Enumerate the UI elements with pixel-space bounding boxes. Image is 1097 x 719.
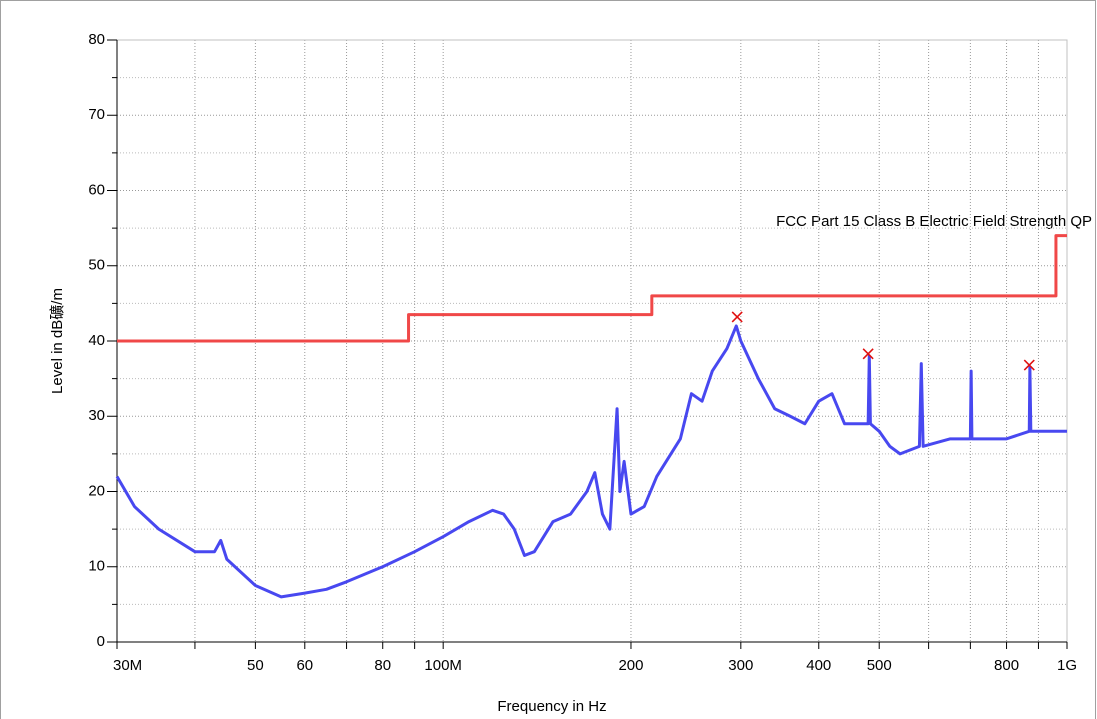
series-line xyxy=(117,234,1067,343)
x-tick-label: 400 xyxy=(806,657,831,674)
x-tick-label: 1G xyxy=(1057,657,1077,674)
y-tick-label: 70 xyxy=(88,106,105,123)
y-tick-label: 60 xyxy=(88,181,105,198)
x-tick-label: 30M xyxy=(113,657,142,674)
y-tick-label: 20 xyxy=(88,482,105,499)
x-tick-label: 200 xyxy=(618,657,643,674)
x-tick-label: 50 xyxy=(247,657,264,674)
peak-marker xyxy=(731,311,743,323)
x-axis-label: Frequency in Hz xyxy=(497,698,606,715)
peak-marker xyxy=(862,348,874,360)
y-tick-label: 0 xyxy=(97,633,105,650)
y-tick-label: 80 xyxy=(88,31,105,48)
limit-label: FCC Part 15 Class B Electric Field Stren… xyxy=(776,213,1092,230)
series-line xyxy=(115,324,1067,599)
peak-marker xyxy=(1023,359,1035,371)
x-tick-label: 100M xyxy=(424,657,462,674)
y-tick-label: 40 xyxy=(88,332,105,349)
x-tick-label: 800 xyxy=(994,657,1019,674)
x-tick-label: 80 xyxy=(374,657,391,674)
y-axis-label: Level in dB礦/m xyxy=(49,288,66,394)
y-tick-label: 30 xyxy=(88,407,105,424)
y-tick-label: 10 xyxy=(88,558,105,575)
x-tick-label: 300 xyxy=(728,657,753,674)
x-tick-label: 500 xyxy=(867,657,892,674)
y-tick-label: 50 xyxy=(88,257,105,274)
x-tick-label: 60 xyxy=(296,657,313,674)
